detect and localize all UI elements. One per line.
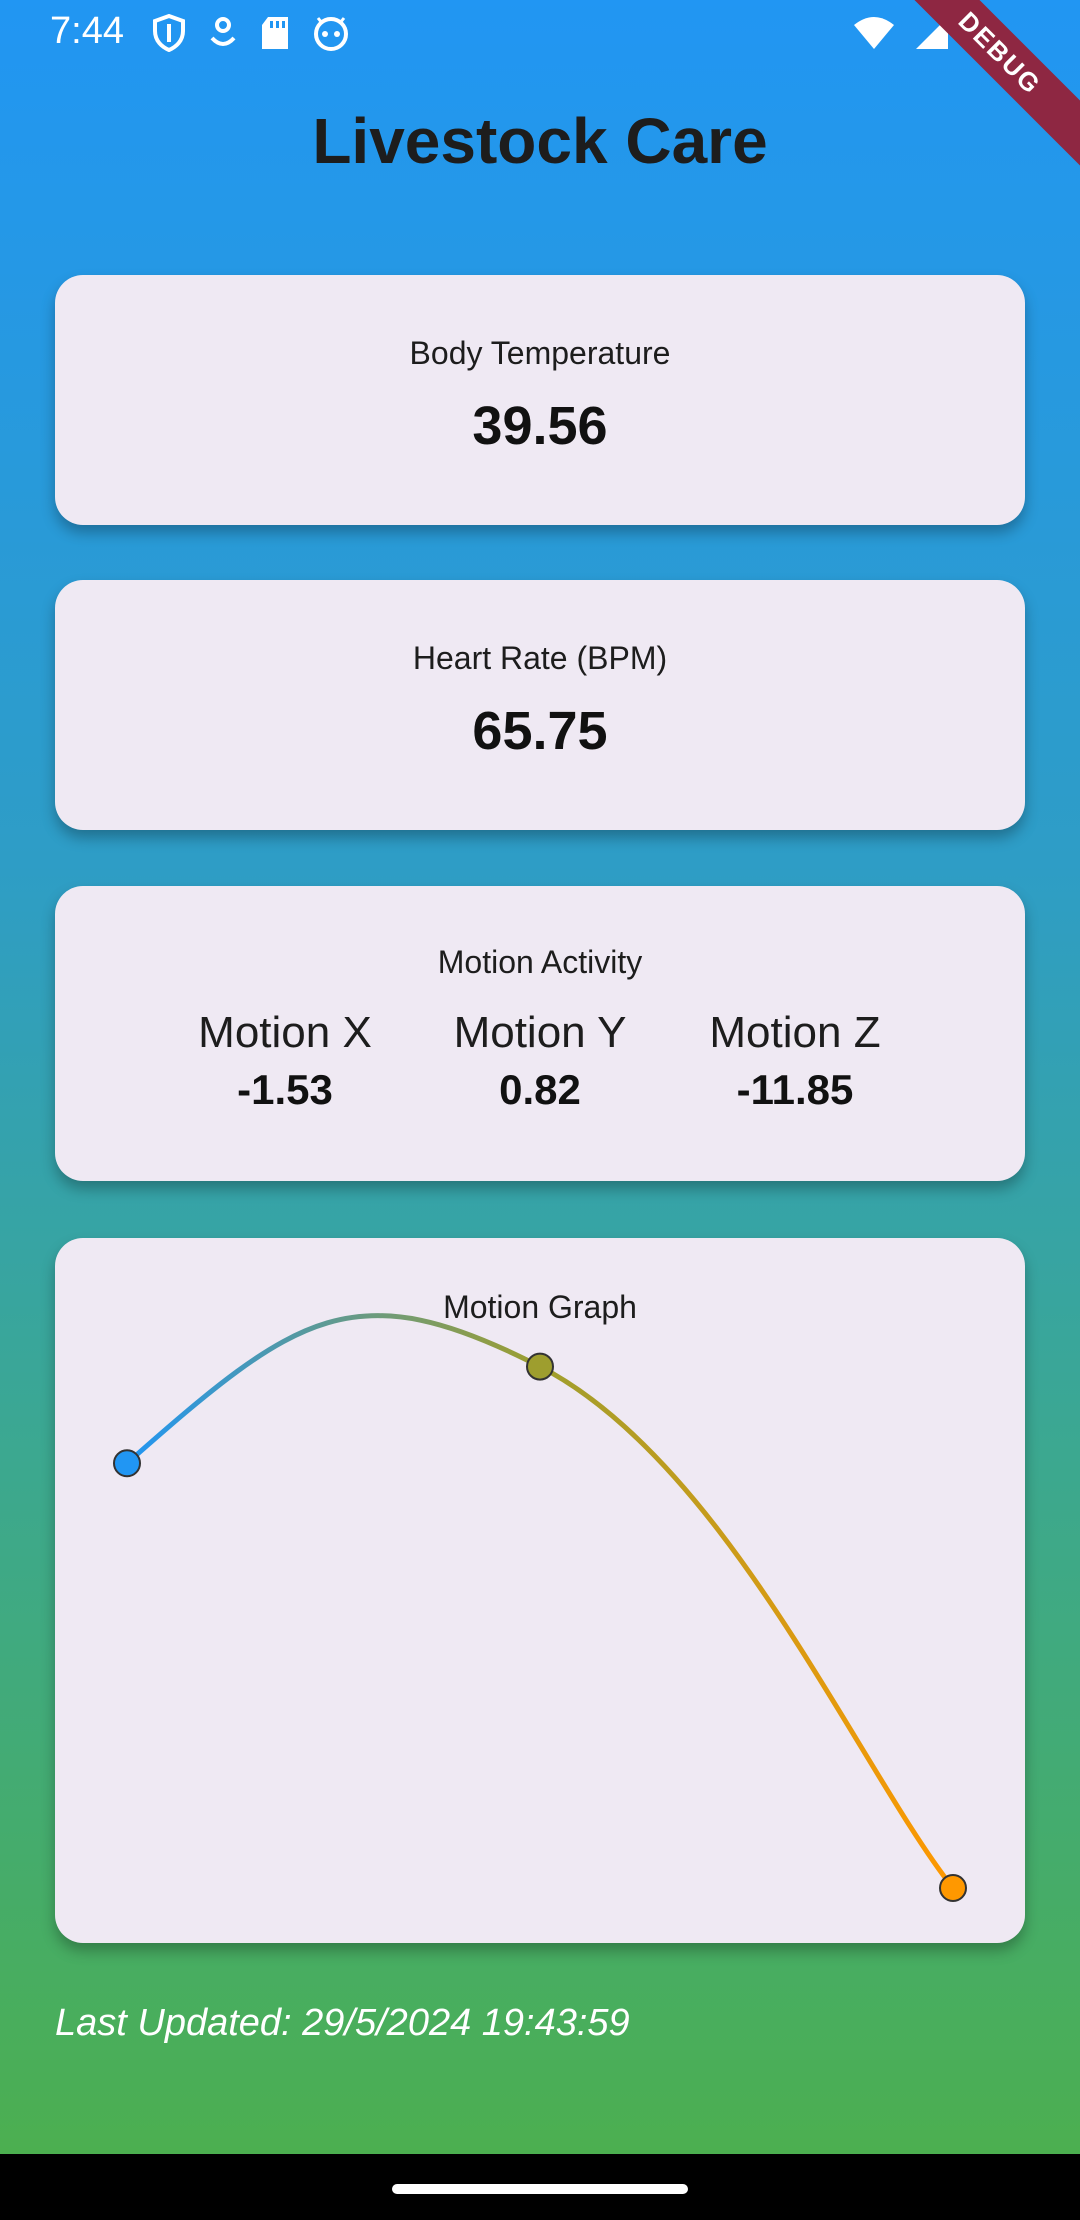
motion-z-label: Motion Z (709, 1008, 881, 1057)
body-temperature-label: Body Temperature (409, 335, 671, 371)
chart-point-0 (113, 1449, 141, 1478)
chart-point-2 (939, 1874, 967, 1902)
motion-chart: Motion Graph (113, 1289, 967, 1902)
motion-z-value: -11.85 (736, 1066, 854, 1113)
home-gesture-pill[interactable] (392, 2184, 688, 2194)
wifi-icon (854, 17, 894, 49)
navigation-bar (0, 2154, 1080, 2220)
motion-x-value: -1.53 (237, 1066, 333, 1113)
motion-x-label: Motion X (198, 1008, 372, 1057)
heart-rate-value: 65.75 (472, 701, 608, 761)
status-bar: 7:44 (0, 0, 1080, 66)
android-icon (314, 17, 348, 51)
motion-y: Motion Y 0.82 (410, 1008, 670, 1114)
chart-point-1 (526, 1352, 554, 1381)
sd-card-icon (262, 17, 288, 49)
motion-y-label: Motion Y (453, 1008, 627, 1057)
motion-y-value: 0.82 (499, 1066, 581, 1113)
shield-icon (153, 14, 185, 52)
motion-graph-card: Motion Graph (55, 1238, 1025, 1943)
body-temperature-card: Body Temperature 39.56 (55, 275, 1025, 525)
location-icon (210, 17, 236, 46)
heart-rate-card: Heart Rate (BPM) 65.75 (55, 580, 1025, 830)
motion-x: Motion X -1.53 (155, 1008, 415, 1114)
last-updated-text: Last Updated: 29/5/2024 19:43:59 (55, 2002, 630, 2044)
motion-activity-label: Motion Activity (437, 944, 643, 980)
motion-series-line (124, 1313, 956, 1891)
chart-title: Motion Graph (443, 1289, 637, 1325)
motion-z: Motion Z -11.85 (665, 1008, 925, 1114)
page-title: Livestock Care (312, 105, 768, 177)
motion-activity-card: Motion Activity Motion X -1.53 Motion Y … (55, 886, 1025, 1181)
status-time: 7:44 (50, 10, 124, 52)
body-temperature-value: 39.56 (472, 396, 608, 456)
app-screen: 7:44 (0, 0, 1080, 2154)
heart-rate-label: Heart Rate (BPM) (412, 640, 668, 676)
